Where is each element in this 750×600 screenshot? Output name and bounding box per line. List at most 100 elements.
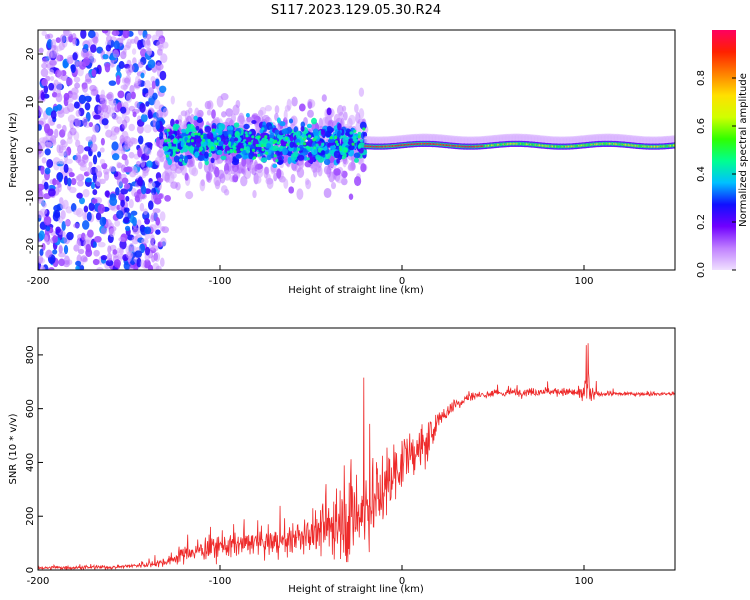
spectrogram-cell <box>197 132 201 136</box>
spectrogram-cell <box>206 172 212 184</box>
spectrogram-cell <box>321 94 327 102</box>
spectrogram-cell <box>137 39 143 50</box>
colorbar: 0.0 0.2 0.4 0.6 0.8 Normalized spectral ampl… <box>696 30 749 278</box>
spectrogram-cell <box>185 190 194 200</box>
spectrogram-cell <box>137 61 144 68</box>
spectrogram-cell <box>40 91 46 101</box>
spectrogram-cell <box>123 212 128 218</box>
spectrogram-cell <box>83 43 89 50</box>
spectrogram-cell <box>63 255 70 266</box>
spectrogram-cell <box>68 172 75 178</box>
spectrogram-cell <box>115 75 121 85</box>
spectrogram-cell <box>285 137 289 141</box>
spectrogram-cell <box>188 163 197 176</box>
spectrogram-cell <box>272 145 279 152</box>
spectrogram-cell <box>348 114 356 126</box>
spectrogram-cell <box>184 172 189 181</box>
spectrogram-cell <box>155 30 164 38</box>
spectrogram-cell <box>218 126 223 132</box>
spectrogram-cell <box>145 246 150 256</box>
spectrogram-cell <box>78 94 87 104</box>
spectrogram-cell <box>223 130 229 137</box>
spectrogram-cell <box>358 87 365 97</box>
spectrogram-cell <box>199 179 206 192</box>
spectrogram-cell <box>158 37 165 44</box>
spectrogram-cell <box>194 151 200 159</box>
spectrogram-cell <box>116 176 124 187</box>
spectrogram-cell <box>321 142 325 146</box>
spectrogram-cell <box>54 128 59 139</box>
spectrogram-cell <box>276 117 281 124</box>
spectrogram-cell <box>38 137 47 143</box>
spectrogram-cell <box>141 238 149 245</box>
spectrogram-cell <box>150 234 155 244</box>
spectrogram-cell <box>297 147 301 151</box>
spectrogram-cell <box>217 129 223 136</box>
spectrogram-cell <box>153 99 161 110</box>
spectrogram-cell <box>130 91 136 100</box>
spectrogram-cell <box>96 267 104 270</box>
spectrogram-cell <box>82 211 87 221</box>
figure-title: S117.2023.129.05.30.R24 <box>271 3 441 18</box>
spectrogram-cell <box>87 229 94 238</box>
spectrogram-x-ticks: -200 -100 0 100 <box>27 265 594 287</box>
colorbar-tick-label: 0.8 <box>696 70 707 86</box>
spectrogram-cell <box>235 154 242 159</box>
spectrogram-cell <box>75 239 82 250</box>
spectrogram-cell <box>143 79 151 89</box>
spectrogram-cell <box>296 167 305 178</box>
spectrogram-cell <box>124 158 129 166</box>
spectrogram-cell <box>264 135 268 139</box>
spectrogram-y-tick-label: -20 <box>25 238 36 254</box>
spectrogram-cell <box>105 259 114 267</box>
spectrogram-cell <box>87 166 92 176</box>
spectrogram-cell <box>144 232 151 240</box>
spectrogram-cell <box>78 60 83 66</box>
spectrogram-cell <box>161 171 170 182</box>
spectrogram-cell <box>89 143 98 153</box>
spectrogram-cell <box>90 44 97 53</box>
spectrogram-cell <box>261 127 265 131</box>
spectrogram-cell <box>155 229 161 235</box>
spectrogram-cell <box>195 142 202 148</box>
spectrogram-cell <box>317 156 325 163</box>
spectrogram-cell <box>200 134 204 138</box>
spectrogram-cell <box>99 216 107 227</box>
spectrogram-cell <box>77 248 85 255</box>
spectrogram-cell <box>152 92 158 100</box>
spectrogram-cell <box>196 137 202 144</box>
spectrogram-cell <box>48 82 55 91</box>
colorbar-tick-label: 0.6 <box>696 118 707 134</box>
spectrogram-cell <box>122 30 130 39</box>
spectrogram-cell <box>180 110 188 117</box>
snr-panel: -200 -100 0 100 0 200 400 600 800 Height of str… <box>8 327 676 595</box>
spectrogram-cell <box>39 197 45 204</box>
spectrogram-cell <box>43 181 49 190</box>
snr-y-tick-label: 800 <box>25 345 36 364</box>
spectrogram-cell <box>63 163 69 174</box>
spectrogram-cell <box>43 84 49 94</box>
spectrogram-y-ticks: -20 -10 0 10 20 <box>25 48 43 254</box>
spectrogram-cell <box>344 147 348 152</box>
spectrogram-cell <box>329 136 333 140</box>
spectrogram-cell <box>179 158 183 162</box>
spectrogram-cell <box>185 127 190 135</box>
spectrogram-cell <box>220 155 227 160</box>
spectrogram-cell <box>64 219 71 226</box>
spectrogram-cell <box>132 216 137 227</box>
spectrogram-cell <box>82 116 88 126</box>
spectrogram-cell <box>195 125 200 131</box>
spectrogram-cell <box>158 193 165 200</box>
spectrogram-cell <box>124 207 130 213</box>
spectrogram-cell <box>73 76 81 83</box>
spectrogram-cell <box>141 185 147 195</box>
spectrogram-cell <box>52 157 61 165</box>
spectrogram-cell <box>60 145 67 151</box>
spectrogram-cell <box>115 187 120 196</box>
spectrogram-cell <box>40 165 45 175</box>
snr-x-tick-label: -200 <box>27 576 50 587</box>
spectrogram-cell <box>208 163 214 173</box>
spectrogram-cell <box>54 209 61 219</box>
spectrogram-cell <box>94 235 102 243</box>
spectrogram-cell <box>145 101 150 107</box>
